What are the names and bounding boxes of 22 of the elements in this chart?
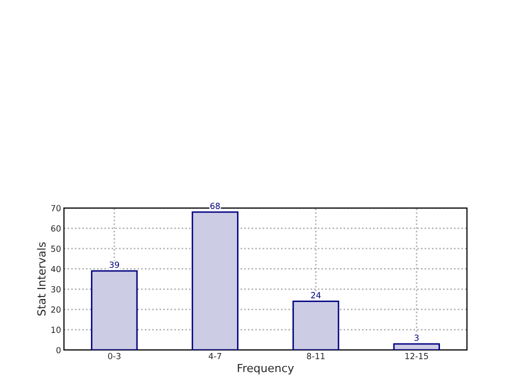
data-label: 3	[414, 334, 419, 341]
data-label: 24	[311, 292, 321, 298]
y-axis-title: Stat Intervals	[37, 242, 46, 316]
data-label: 68	[210, 202, 220, 210]
y-tick-label: 70	[51, 205, 61, 212]
y-tick-label: 20	[51, 306, 61, 313]
x-axis-title: Frequency	[238, 364, 294, 374]
y-tick-label: 0	[56, 346, 61, 354]
data-label: 39	[110, 262, 120, 268]
y-tick-label: 40	[50, 266, 61, 272]
bar	[192, 211, 238, 350]
bar	[90, 270, 138, 350]
x-tick-label: 8-11	[306, 352, 325, 360]
bar	[292, 300, 340, 350]
x-tick-label: 12-15	[405, 352, 428, 360]
y-tick-label: 50	[51, 246, 61, 252]
x-tick-label: 4-7	[208, 353, 222, 360]
y-tick-label: 10	[51, 326, 61, 333]
y-tick-label: 60	[51, 225, 61, 232]
x-tick-label: 0-3	[108, 352, 120, 360]
y-tick-label: 30	[51, 286, 61, 292]
bar	[393, 343, 440, 350]
